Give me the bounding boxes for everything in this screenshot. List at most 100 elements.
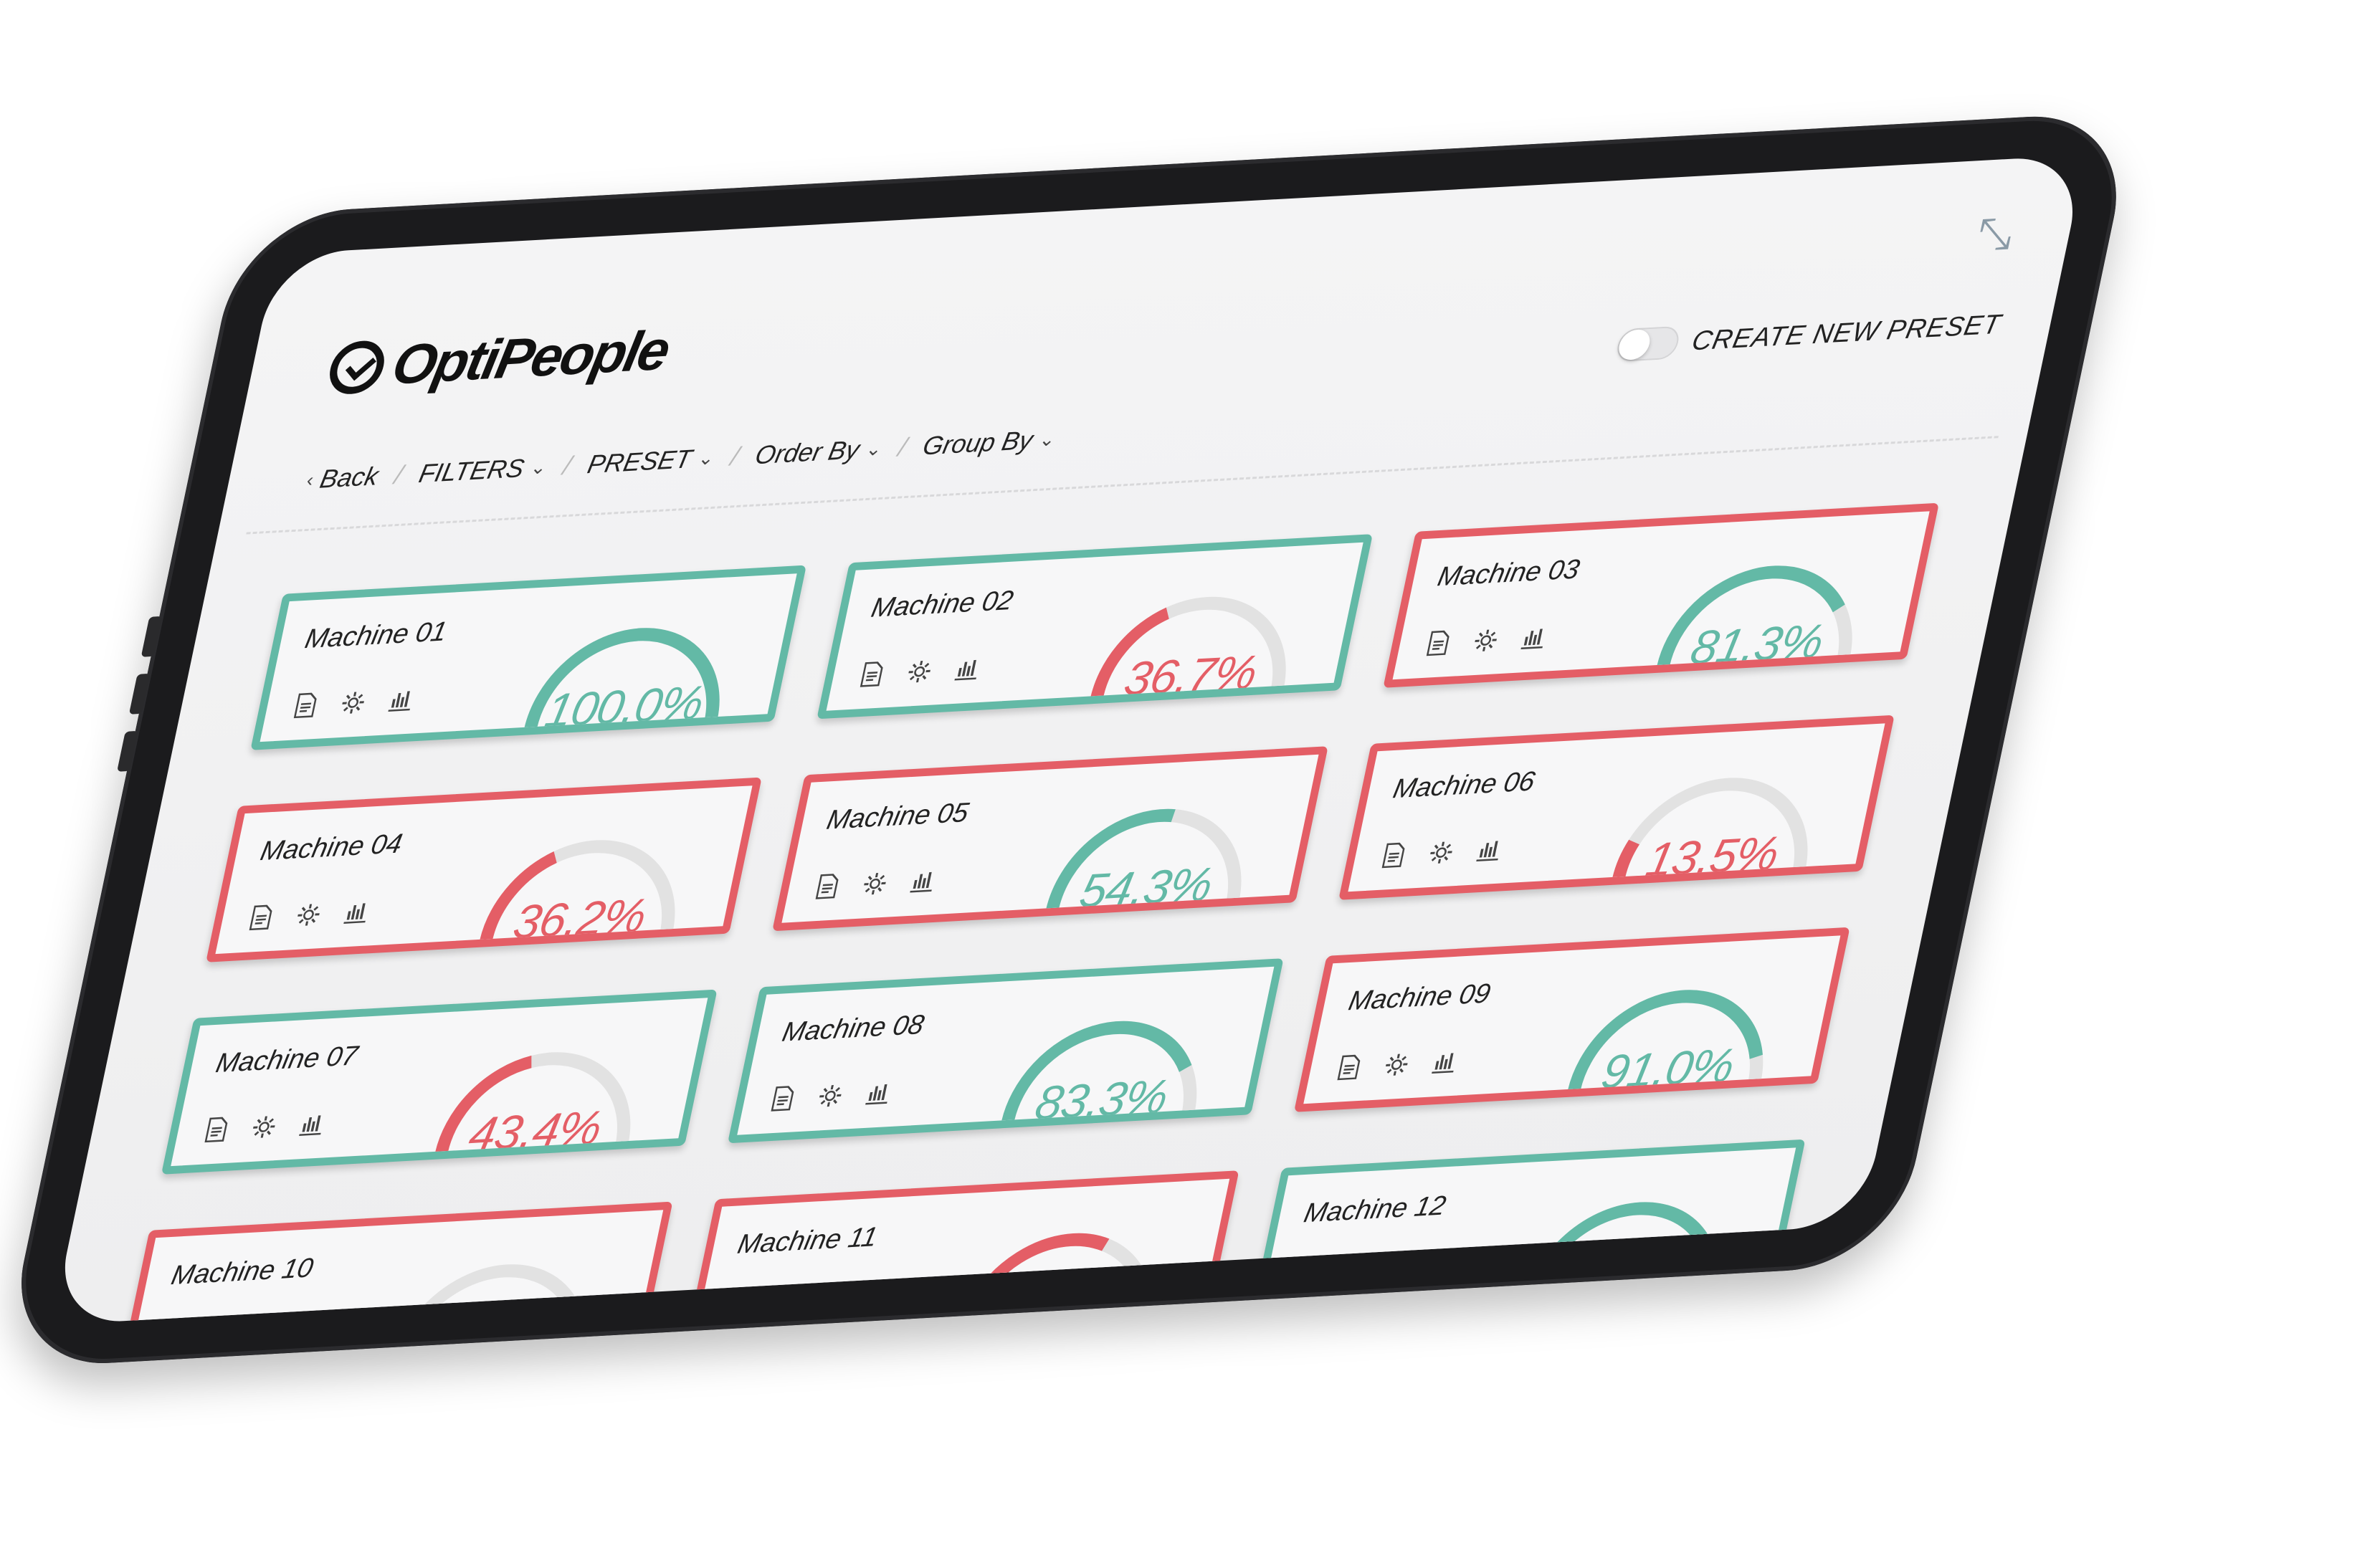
chevron-left-icon: ‹ [305, 468, 316, 491]
gauge-fill [1090, 607, 1169, 699]
machine-card[interactable]: Machine 01 100.0% [250, 565, 807, 750]
document-icon[interactable] [1332, 1052, 1366, 1082]
chevron-down-icon: ⌄ [1037, 427, 1058, 451]
gear-icon[interactable] [857, 869, 892, 899]
gauge-fill [434, 1055, 532, 1155]
gear-icon[interactable] [902, 656, 936, 687]
document-icon[interactable] [1421, 628, 1455, 658]
machine-card[interactable]: Machine 09 91.0% [1293, 927, 1850, 1112]
gear-icon[interactable] [335, 687, 370, 717]
gauge-value: 81.3% [1686, 613, 1829, 674]
divider: / [561, 450, 574, 481]
bar-chart-icon[interactable] [949, 654, 984, 684]
gauge-fill [523, 628, 720, 730]
app-screen: OptiPeople ⤡ CREATE NEW PRESET ‹ Back / … [52, 154, 2086, 1325]
filters-dropdown[interactable]: FILTERS ⌄ [416, 452, 550, 489]
gauge-fill [1001, 1021, 1192, 1124]
document-icon[interactable] [810, 871, 844, 902]
group-by-label: Group By [920, 425, 1036, 461]
group-by-dropdown[interactable]: Group By ⌄ [920, 424, 1059, 461]
document-icon[interactable] [199, 1114, 234, 1145]
machine-grid: Machine 01 100.0% Machine 02 36.7% Machi… [116, 502, 1940, 1325]
machine-name: Machine 02 [868, 586, 1017, 624]
document-icon[interactable] [244, 902, 278, 932]
back-label: Back [317, 461, 381, 494]
app-logo: OptiPeople [324, 317, 675, 401]
preset-label: PRESET [585, 444, 695, 479]
gear-icon[interactable] [247, 1112, 281, 1142]
machine-card[interactable]: Machine 12 100.0% [1249, 1139, 1806, 1324]
card-actions [244, 897, 373, 932]
gauge-value: 13.5% [1642, 826, 1784, 887]
gauge-fill [1045, 808, 1176, 912]
utilization-gauge: 81.3% [1644, 549, 1883, 674]
bar-chart-icon[interactable] [383, 685, 417, 715]
card-actions [288, 685, 417, 720]
machine-name: Machine 11 [735, 1222, 880, 1260]
gauge-fill [479, 851, 557, 942]
bar-chart-icon[interactable] [1427, 1047, 1461, 1077]
chevron-down-icon: ⌄ [864, 437, 885, 460]
bar-chart-icon[interactable] [294, 1109, 328, 1140]
bar-chart-icon[interactable] [860, 1078, 895, 1108]
document-icon[interactable] [766, 1084, 800, 1114]
card-actions [766, 1078, 895, 1113]
create-preset-label[interactable]: CREATE NEW PRESET [1689, 309, 2004, 356]
order-by-dropdown[interactable]: Order By ⌄ [753, 434, 885, 471]
machine-name: Machine 09 [1346, 978, 1493, 1017]
toolbar: ‹ Back / FILTERS ⌄ / PRESET ⌄ / Order By… [304, 424, 1058, 494]
bar-chart-icon[interactable] [905, 866, 939, 896]
gauge-value: 43.4% [465, 1100, 606, 1161]
card-actions [1421, 623, 1550, 658]
machine-card[interactable]: Machine 08 83.3% [727, 958, 1284, 1144]
machine-card[interactable]: Machine 07 43.4% [161, 989, 718, 1175]
document-icon[interactable] [1376, 840, 1411, 870]
machine-name: Machine 03 [1434, 554, 1583, 593]
create-preset-toggle-group[interactable]: CREATE NEW PRESET [1614, 308, 2004, 363]
machine-name: Machine 10 [168, 1253, 316, 1291]
machine-card[interactable]: Machine 05 54.3% [772, 746, 1328, 932]
gauge-fill [1656, 565, 1845, 668]
back-button[interactable]: ‹ Back [304, 461, 381, 494]
gear-icon[interactable] [1468, 626, 1503, 656]
gear-icon[interactable] [1424, 838, 1458, 868]
machine-name: Machine 12 [1301, 1190, 1449, 1229]
machine-name: Machine 01 [302, 616, 450, 655]
gear-icon[interactable] [1379, 1050, 1414, 1080]
machine-card[interactable]: Machine 02 36.7% [817, 534, 1374, 720]
machine-card[interactable]: Machine 03 81.3% [1383, 502, 1940, 688]
bar-chart-icon[interactable] [338, 897, 373, 927]
machine-name: Machine 07 [213, 1041, 361, 1079]
expand-icon[interactable]: ⤡ [1971, 208, 2018, 260]
machine-name: Machine 04 [257, 828, 405, 867]
utilization-gauge: 83.3% [989, 1005, 1228, 1130]
gauge-value: 54.3% [1075, 856, 1217, 917]
bar-chart-icon[interactable] [1515, 623, 1550, 653]
utilization-gauge: 13.5% [1600, 761, 1839, 887]
create-preset-toggle[interactable] [1614, 325, 1682, 363]
gear-icon[interactable] [813, 1081, 847, 1111]
bar-chart-icon[interactable] [1471, 835, 1505, 865]
preset-dropdown[interactable]: PRESET ⌄ [585, 443, 718, 480]
gear-icon[interactable] [291, 899, 325, 930]
divider: / [895, 431, 910, 462]
chevron-down-icon: ⌄ [696, 446, 717, 469]
card-actions [199, 1109, 328, 1145]
machine-card[interactable]: Machine 04 36.2% [206, 777, 762, 962]
chevron-down-icon: ⌄ [528, 455, 549, 479]
filters-label: FILTERS [416, 453, 527, 489]
machine-name: Machine 08 [779, 1010, 927, 1048]
machine-card[interactable]: Machine 06 13.5% [1338, 715, 1895, 900]
gauge-value: 36.2% [509, 888, 651, 949]
document-icon[interactable] [288, 690, 323, 720]
utilization-gauge: 54.3% [1034, 793, 1272, 918]
gauge-value: 91.0% [1597, 1038, 1739, 1099]
logo-text: OptiPeople [386, 317, 675, 396]
divider: / [728, 441, 742, 472]
document-icon[interactable] [855, 659, 889, 689]
gauge-fill [1567, 990, 1763, 1092]
utilization-gauge: 91.0% [1556, 973, 1794, 1099]
utilization-gauge: 100.0% [512, 611, 751, 737]
gauge-value: 36.7% [1120, 644, 1262, 705]
card-actions [855, 654, 984, 689]
